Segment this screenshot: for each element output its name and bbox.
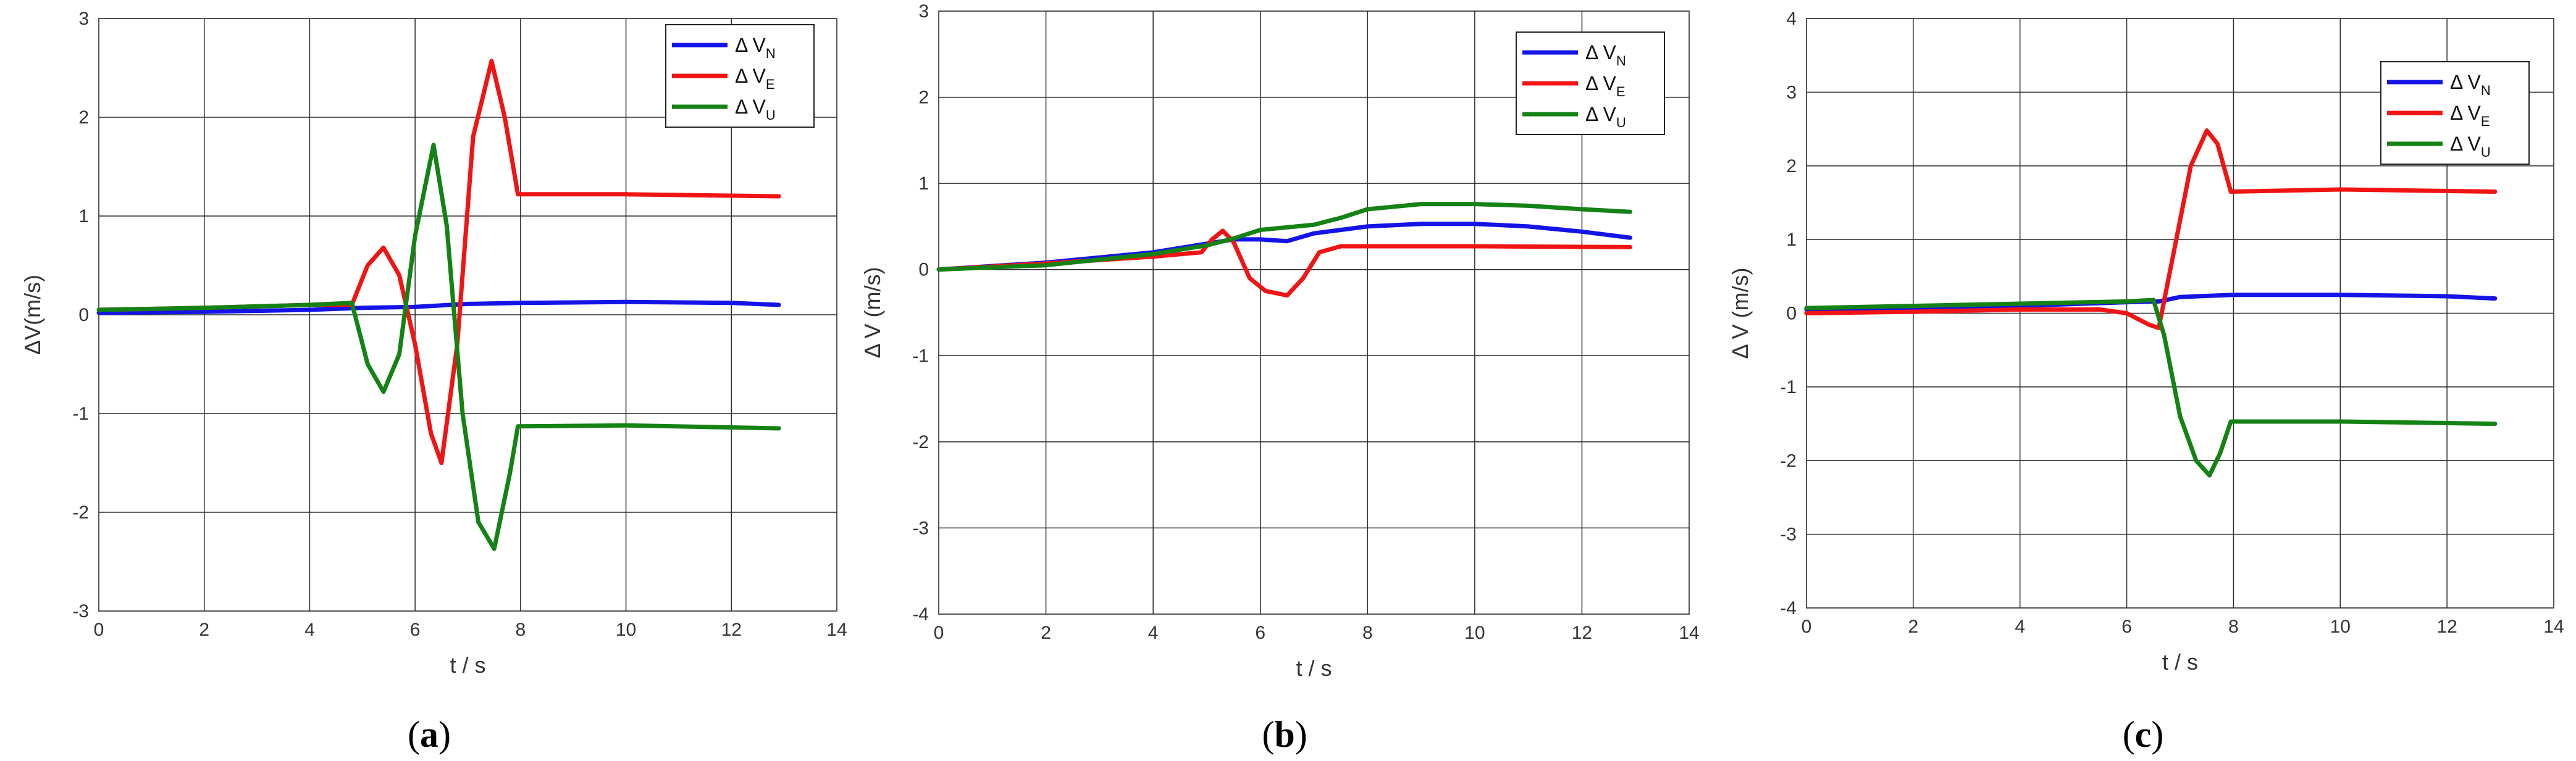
x-tick-label: 0: [1802, 617, 1812, 637]
series-line-N: [1804, 293, 2498, 312]
x-tick-label: 8: [1362, 623, 1373, 643]
x-tick-label: 14: [2543, 617, 2564, 637]
x-tick-label: 4: [2015, 617, 2025, 637]
x-tick-label: 0: [934, 623, 944, 643]
legend: Δ VNΔ VEΔ VU: [665, 24, 815, 128]
y-tick-label: 3: [78, 9, 89, 29]
y-tick-label: 0: [918, 260, 929, 280]
y-tick-label: 2: [78, 107, 89, 128]
x-tick-label: 14: [1679, 623, 1699, 643]
x-axis-label: t / s: [2162, 649, 2198, 675]
y-axis-label: Δ V (m/s): [1727, 267, 1753, 359]
x-tick-label: 4: [1148, 623, 1159, 643]
x-tick-label: 2: [1908, 617, 1919, 637]
x-tick-label: 6: [1255, 623, 1265, 643]
y-axis-label: ΔV(m/s): [20, 275, 45, 355]
x-tick-label: 4: [304, 620, 315, 640]
y-axis-label: Δ V (m/s): [860, 267, 885, 358]
y-tick-label: 4: [1786, 9, 1797, 29]
y-tick-label: -1: [912, 346, 929, 366]
series-line-U: [936, 202, 1632, 272]
x-tick-label: 14: [826, 620, 847, 640]
y-tick-label: 3: [1786, 82, 1797, 102]
x-tick-label: 2: [1041, 623, 1051, 643]
x-tick-label: 10: [2330, 617, 2351, 637]
y-tick-label: -4: [1780, 598, 1797, 618]
x-tick-label: 8: [516, 620, 526, 640]
series-line-U: [1804, 297, 2498, 478]
y-tick-label: 3: [918, 1, 929, 22]
y-tick-label: -3: [912, 518, 929, 538]
y-tick-label: 0: [78, 305, 89, 325]
y-tick-label: -3: [1780, 525, 1797, 545]
x-tick-label: 12: [2436, 617, 2457, 637]
x-tick-label: 10: [616, 620, 636, 640]
x-tick-label: 8: [2228, 617, 2239, 637]
x-tick-label: 2: [199, 620, 209, 640]
y-tick-label: -2: [1780, 451, 1797, 471]
x-axis-label: t / s: [450, 652, 485, 678]
series-line-U: [96, 143, 781, 551]
x-tick-label: 6: [410, 620, 421, 640]
panel-label: (b): [1262, 714, 1307, 755]
x-tick-label: 6: [2121, 617, 2132, 637]
y-tick-label: 2: [1786, 156, 1797, 177]
series-line-E: [1804, 128, 2498, 330]
y-tick-label: 1: [918, 173, 929, 194]
y-tick-label: -2: [72, 502, 89, 523]
legend: Δ VNΔ VEΔ VU: [1516, 31, 1665, 135]
x-tick-label: 10: [1464, 623, 1485, 643]
y-tick-label: -1: [72, 404, 89, 424]
y-tick-label: 2: [918, 88, 929, 108]
y-tick-label: -1: [1780, 377, 1797, 397]
y-tick-label: 1: [78, 206, 89, 227]
legend: Δ VNΔ VEΔ VU: [2380, 61, 2530, 165]
x-tick-label: 12: [721, 620, 742, 640]
y-tick-label: -4: [912, 604, 929, 625]
y-tick-label: 1: [1786, 230, 1797, 250]
y-tick-label: 0: [1786, 304, 1797, 324]
panel-label: (a): [408, 714, 451, 755]
y-tick-label: -3: [72, 601, 89, 622]
series-line-E: [936, 228, 1632, 298]
x-axis-label: t / s: [1296, 655, 1332, 681]
y-tick-label: -2: [912, 432, 929, 452]
panel-label: (c): [2123, 714, 2164, 755]
x-tick-label: 0: [94, 620, 104, 640]
series-line-N: [96, 299, 781, 315]
x-tick-label: 12: [1572, 623, 1592, 643]
